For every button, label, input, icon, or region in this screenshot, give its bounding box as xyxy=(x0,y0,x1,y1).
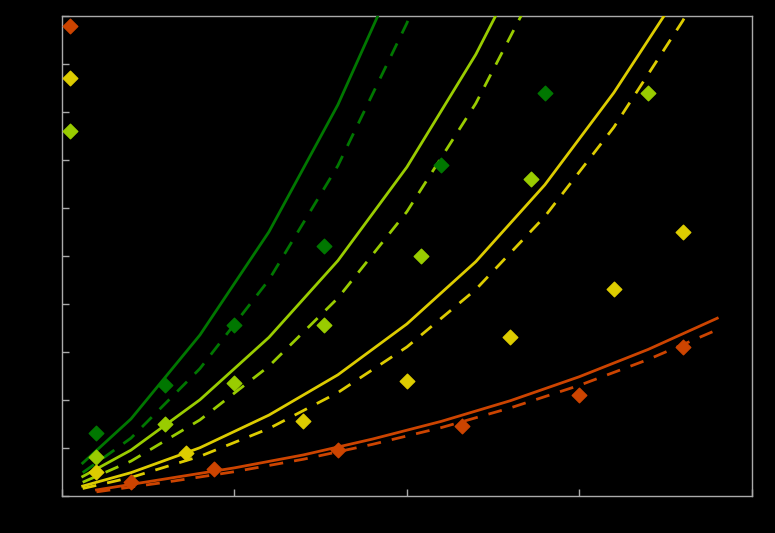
Point xyxy=(64,127,77,135)
Point xyxy=(91,429,102,438)
Point xyxy=(229,378,241,387)
Point xyxy=(642,88,654,97)
Point xyxy=(318,321,330,329)
Point xyxy=(64,21,77,30)
Point xyxy=(298,417,310,425)
Point xyxy=(208,465,220,473)
Point xyxy=(525,175,537,183)
Point xyxy=(436,160,448,169)
Point xyxy=(160,419,172,428)
Point xyxy=(677,228,689,236)
Point xyxy=(415,252,427,260)
Point xyxy=(160,381,172,390)
Point xyxy=(64,74,77,83)
Point xyxy=(401,376,413,385)
Point xyxy=(608,285,620,294)
Point xyxy=(574,391,586,399)
Point xyxy=(318,242,330,251)
Point xyxy=(180,448,192,457)
Point xyxy=(229,321,241,329)
Point xyxy=(456,422,468,431)
Point xyxy=(332,446,344,454)
Point xyxy=(505,333,517,342)
Point xyxy=(539,88,551,97)
Point xyxy=(91,467,102,476)
Point xyxy=(91,453,102,462)
Point xyxy=(677,343,689,351)
Point xyxy=(125,478,137,487)
